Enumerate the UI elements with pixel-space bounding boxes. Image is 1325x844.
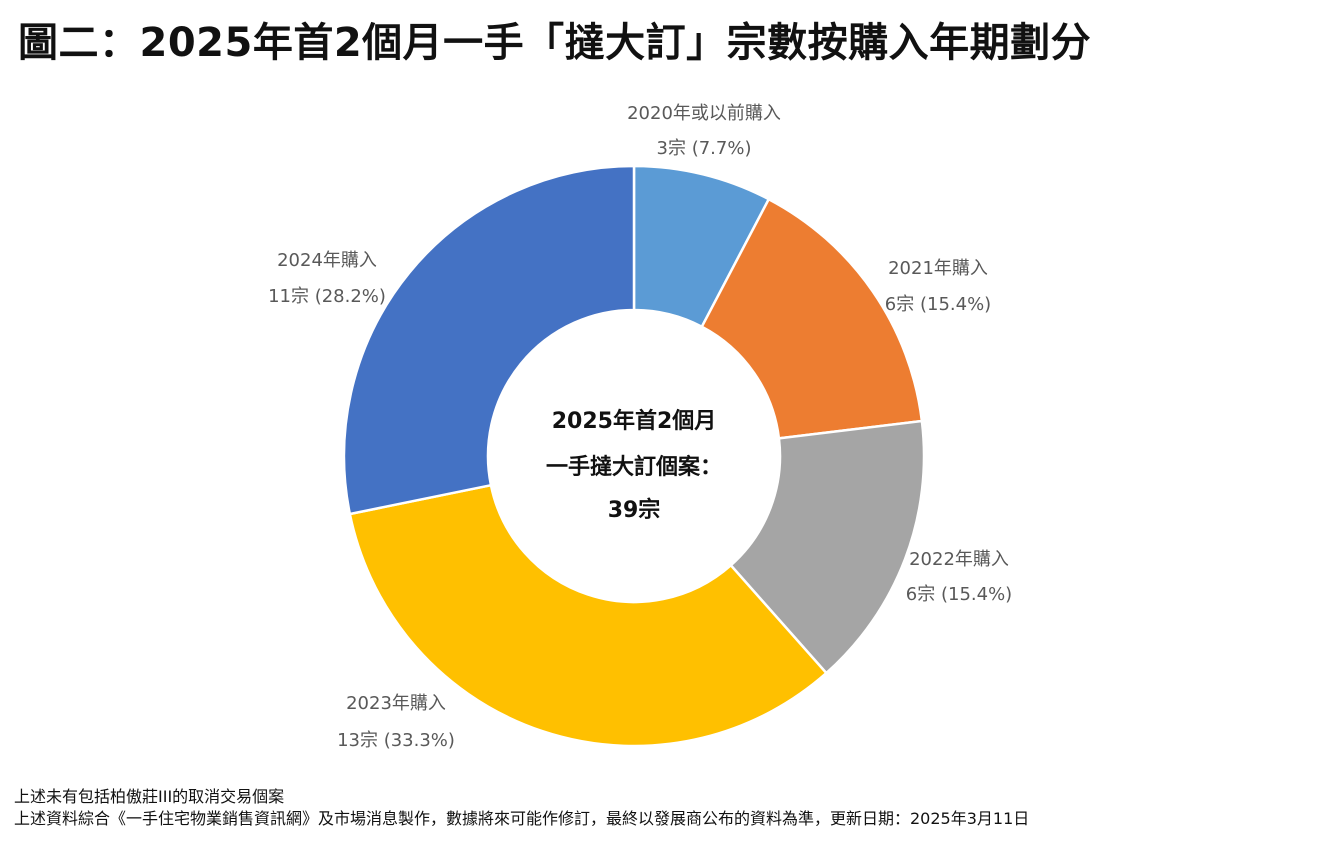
footnotes: 上述未有包括柏傲莊III的取消交易個案 上述資料綜合《一手住宅物業銷售資訊網》及…	[14, 786, 1029, 830]
chart-title: 圖二：2025年首2個月一手「撻大訂」宗數按購入年期劃分	[18, 20, 1092, 66]
center-line-2: 一手撻大訂個案：	[546, 454, 722, 480]
slice-label-2: 2021年購入	[888, 258, 988, 279]
slice-value-2: 6宗 (15.4%)	[885, 294, 991, 315]
slice-value-5: 11宗 (28.2%)	[268, 286, 386, 307]
donut-slice-2	[700, 197, 924, 440]
donut-slices	[342, 164, 926, 748]
slice-labels: 2020年或以前購入 3宗 (7.7%) 2021年購入 6宗 (15.4%) 2022…	[268, 103, 1012, 751]
center-line-1: 2025年首2個月	[552, 408, 717, 434]
slice-label-1: 2020年或以前購入	[627, 103, 781, 124]
center-line-3: 39宗	[608, 497, 661, 523]
donut-chart: 2020年或以前購入 3宗 (7.7%) 2021年購入 6宗 (15.4%) 2022…	[268, 103, 1012, 751]
donut-slice-5	[342, 164, 636, 516]
footnote-1: 上述未有包括柏傲莊III的取消交易個案	[14, 787, 285, 806]
slice-value-3: 6宗 (15.4%)	[906, 584, 1012, 605]
donut-slice-4	[348, 483, 829, 748]
slice-value-1: 3宗 (7.7%)	[657, 138, 752, 159]
donut-slice-3	[729, 419, 926, 675]
slice-label-3: 2022年購入	[909, 549, 1009, 570]
footnote-2: 上述資料綜合《一手住宅物業銷售資訊網》及市場消息製作，數據將來可能作修訂，最終以…	[14, 809, 1030, 828]
slice-label-5: 2024年購入	[277, 250, 377, 271]
slice-label-4: 2023年購入	[346, 693, 446, 714]
donut-center-text: 2025年首2個月 一手撻大訂個案： 39宗	[546, 408, 722, 523]
slice-value-4: 13宗 (33.3%)	[337, 730, 455, 751]
